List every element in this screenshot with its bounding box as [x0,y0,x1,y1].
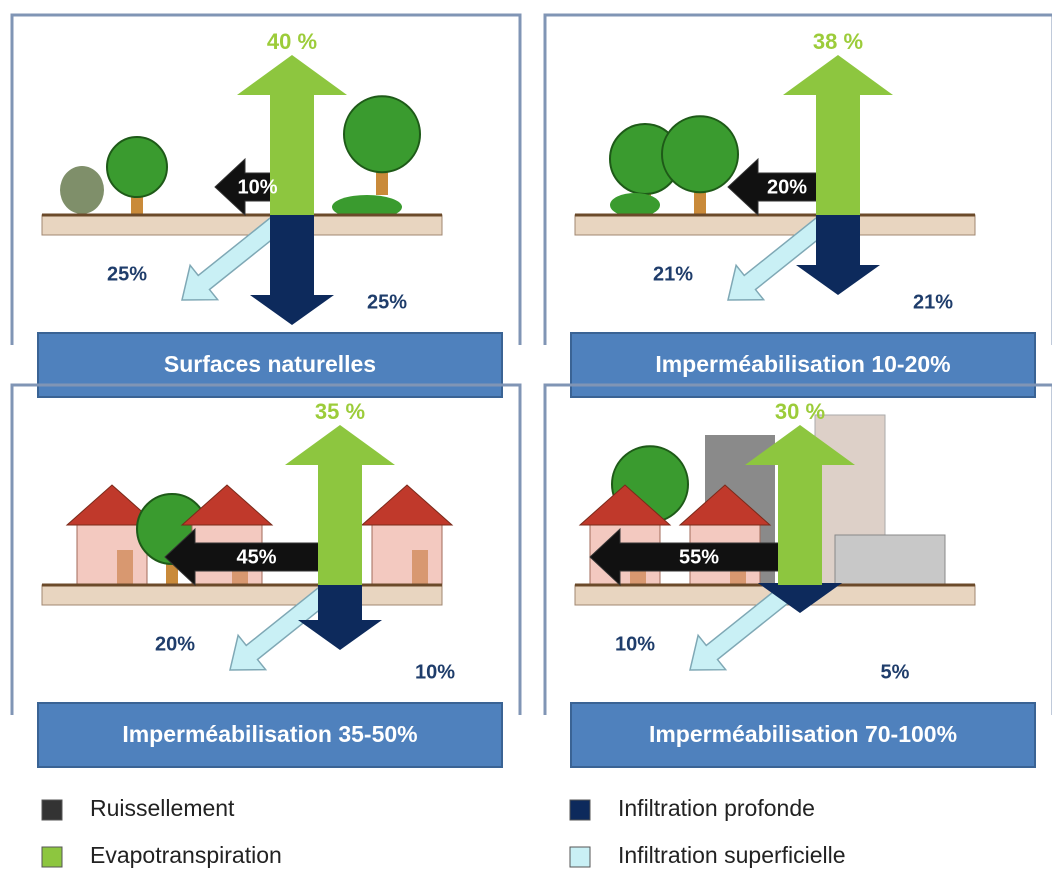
legend-label: Ruissellement [90,795,235,821]
legend-swatch [570,800,590,820]
tree-crown [662,116,738,192]
label-evapotranspiration: 40 % [267,29,317,54]
label-evapotranspiration: 38 % [813,29,863,54]
panel-title: Imperméabilisation 10-20% [655,351,950,377]
label-infiltration-superficielle: 20% [155,633,195,655]
panel-title: Imperméabilisation 70-100% [649,721,957,747]
label-infiltration-superficielle: 10% [615,633,655,655]
panel-title: Imperméabilisation 35-50% [122,721,417,747]
house-door [117,550,133,585]
panel: 38 % 20% 21% 21% Imperméabilisation 10-20% [545,15,1052,397]
label-ruissellement: 45% [236,546,276,568]
panel: 40 % 10% 25% 25% Surfaces naturelles [12,15,520,397]
ground [42,215,442,235]
label-infiltration-superficielle: 25% [107,263,147,285]
legend-label: Evapotranspiration [90,842,282,868]
bush [610,193,660,217]
diagram: 40 % 10% 25% 25% Surfaces naturelles 38 % 20% 2… [0,0,1052,873]
legend-swatch [42,800,62,820]
panel: 35 % 45% 20% 10% Imperméabilisation 35-50% [12,385,520,767]
label-infiltration-profonde: 10% [415,661,455,683]
house-roof [362,485,452,525]
label-ruissellement: 10% [237,176,277,198]
legend-label: Infiltration profonde [618,795,815,821]
building [835,535,945,585]
label-infiltration-profonde: 25% [367,291,407,313]
label-evapotranspiration: 30 % [775,399,825,424]
house-wall [372,525,442,585]
tree-crown [344,96,420,172]
label-infiltration-profonde: 5% [881,661,910,683]
label-evapotranspiration: 35 % [315,399,365,424]
bush [60,166,104,214]
legend-swatch [42,847,62,867]
panel: 30 % 55% 10% 5% Imperméabilisation 70-100% [545,385,1052,767]
house-door [412,550,428,585]
ground [575,215,975,235]
tree-crown [107,137,167,197]
label-ruissellement: 20% [767,176,807,198]
label-infiltration-profonde: 21% [913,291,953,313]
ground [42,585,442,605]
label-ruissellement: 55% [679,546,719,568]
label-infiltration-superficielle: 21% [653,263,693,285]
legend-swatch [570,847,590,867]
legend-label: Infiltration superficielle [618,842,846,868]
panel-title: Surfaces naturelles [164,351,376,377]
